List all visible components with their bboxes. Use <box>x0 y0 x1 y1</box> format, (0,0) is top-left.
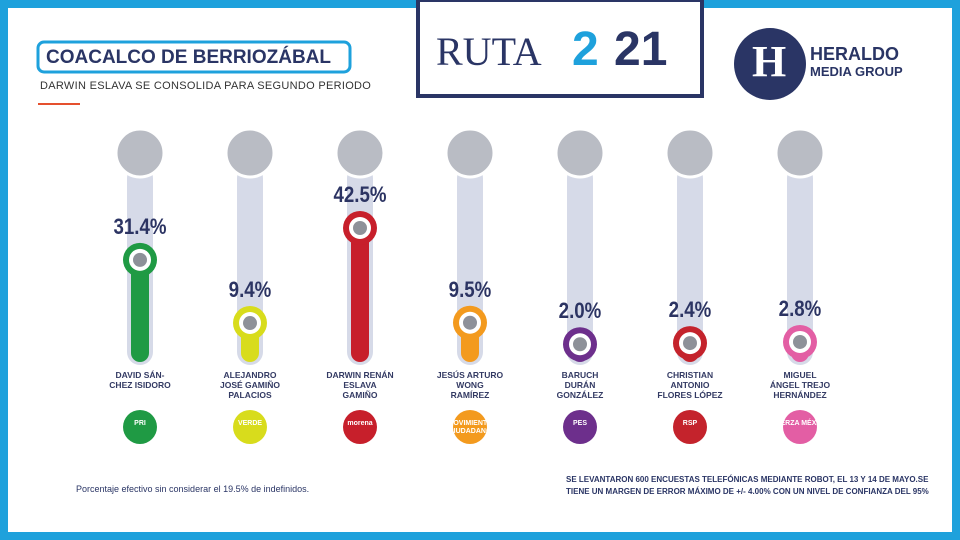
party-logo <box>123 410 157 444</box>
knob-center <box>243 316 257 331</box>
photo <box>554 127 606 179</box>
candidate-name: DARWIN RENÁN ESLAVA GAMIÑO <box>326 370 394 400</box>
knob-center <box>573 337 587 352</box>
bar <box>131 259 149 362</box>
value-label: 2.0% <box>558 298 602 324</box>
value-label: 42.5% <box>333 182 387 207</box>
photo <box>114 127 166 179</box>
logo-box <box>416 0 704 98</box>
title-box <box>36 40 352 74</box>
photo <box>444 127 496 179</box>
subtitle: DARWIN ESLAVA SE CONSOLIDA PARA SEGUNDO … <box>40 80 372 92</box>
party-label: MOVIMIENTO CIUDADANO <box>447 420 493 435</box>
candidate-name: JESÚS ARTURO WONG RAMÍREZ <box>436 370 504 400</box>
photo <box>224 127 276 179</box>
brand-sub: MEDIA GROUP <box>810 64 903 79</box>
party-label: FUERZA MÉXICO <box>771 420 829 427</box>
party-logo <box>453 410 487 444</box>
party-label: VERDE <box>237 420 263 427</box>
party-logo <box>673 410 707 444</box>
note-right: SE LEVANTARON 600 ENCUESTAS TELEFÓNICAS … <box>566 475 929 496</box>
party-logo <box>783 410 817 444</box>
party-label: PES <box>572 420 587 427</box>
knob-center <box>683 336 697 351</box>
candidate-name: DAVID SÁN- CHEZ ISIDORO <box>109 370 171 390</box>
track <box>677 165 703 365</box>
knob-center <box>463 315 477 330</box>
brand-initial: H <box>752 37 787 86</box>
candidate-name: ALEJANDRO JOSÉ GAMIÑO PALACIOS <box>220 370 280 400</box>
party-logo <box>563 410 597 444</box>
knob-center <box>353 221 367 235</box>
track <box>787 165 813 365</box>
party-label: morena <box>347 420 373 427</box>
knob-center <box>793 334 807 349</box>
brand-name: HERALDO <box>810 44 899 64</box>
candidate-name: MIGUEL ÁNGEL TREJO HERNÁNDEZ <box>769 370 831 400</box>
bar <box>351 228 369 362</box>
photo <box>334 127 386 179</box>
value-label: 2.8% <box>778 295 822 321</box>
knob-center <box>133 252 147 267</box>
photo <box>774 127 826 179</box>
value-label: 31.4% <box>113 213 167 239</box>
party-logo <box>233 410 267 444</box>
value-label: 9.5% <box>448 276 492 302</box>
logo-year-b: 21 <box>614 23 668 76</box>
party-label: PRI <box>134 420 146 427</box>
party-logo <box>343 410 377 444</box>
value-label: 2.4% <box>668 297 712 323</box>
candidate-name: BARUCH DURÁN GONZÁLEZ <box>556 370 604 400</box>
logo-year-a: 2 <box>572 23 599 76</box>
value-label: 9.4% <box>228 277 272 303</box>
party-label: RSP <box>682 420 698 427</box>
candidate-name: CHRISTIAN ANTONIO FLORES LÓPEZ <box>657 370 723 400</box>
note-left: Porcentaje efectivo sin considerar el 19… <box>76 484 310 494</box>
photo <box>664 127 716 179</box>
title: COACALCO DE BERRIOZÁBAL <box>46 47 331 68</box>
brand-badge <box>734 28 806 100</box>
logo-ruta: RUTA <box>436 29 542 74</box>
track <box>567 165 593 365</box>
